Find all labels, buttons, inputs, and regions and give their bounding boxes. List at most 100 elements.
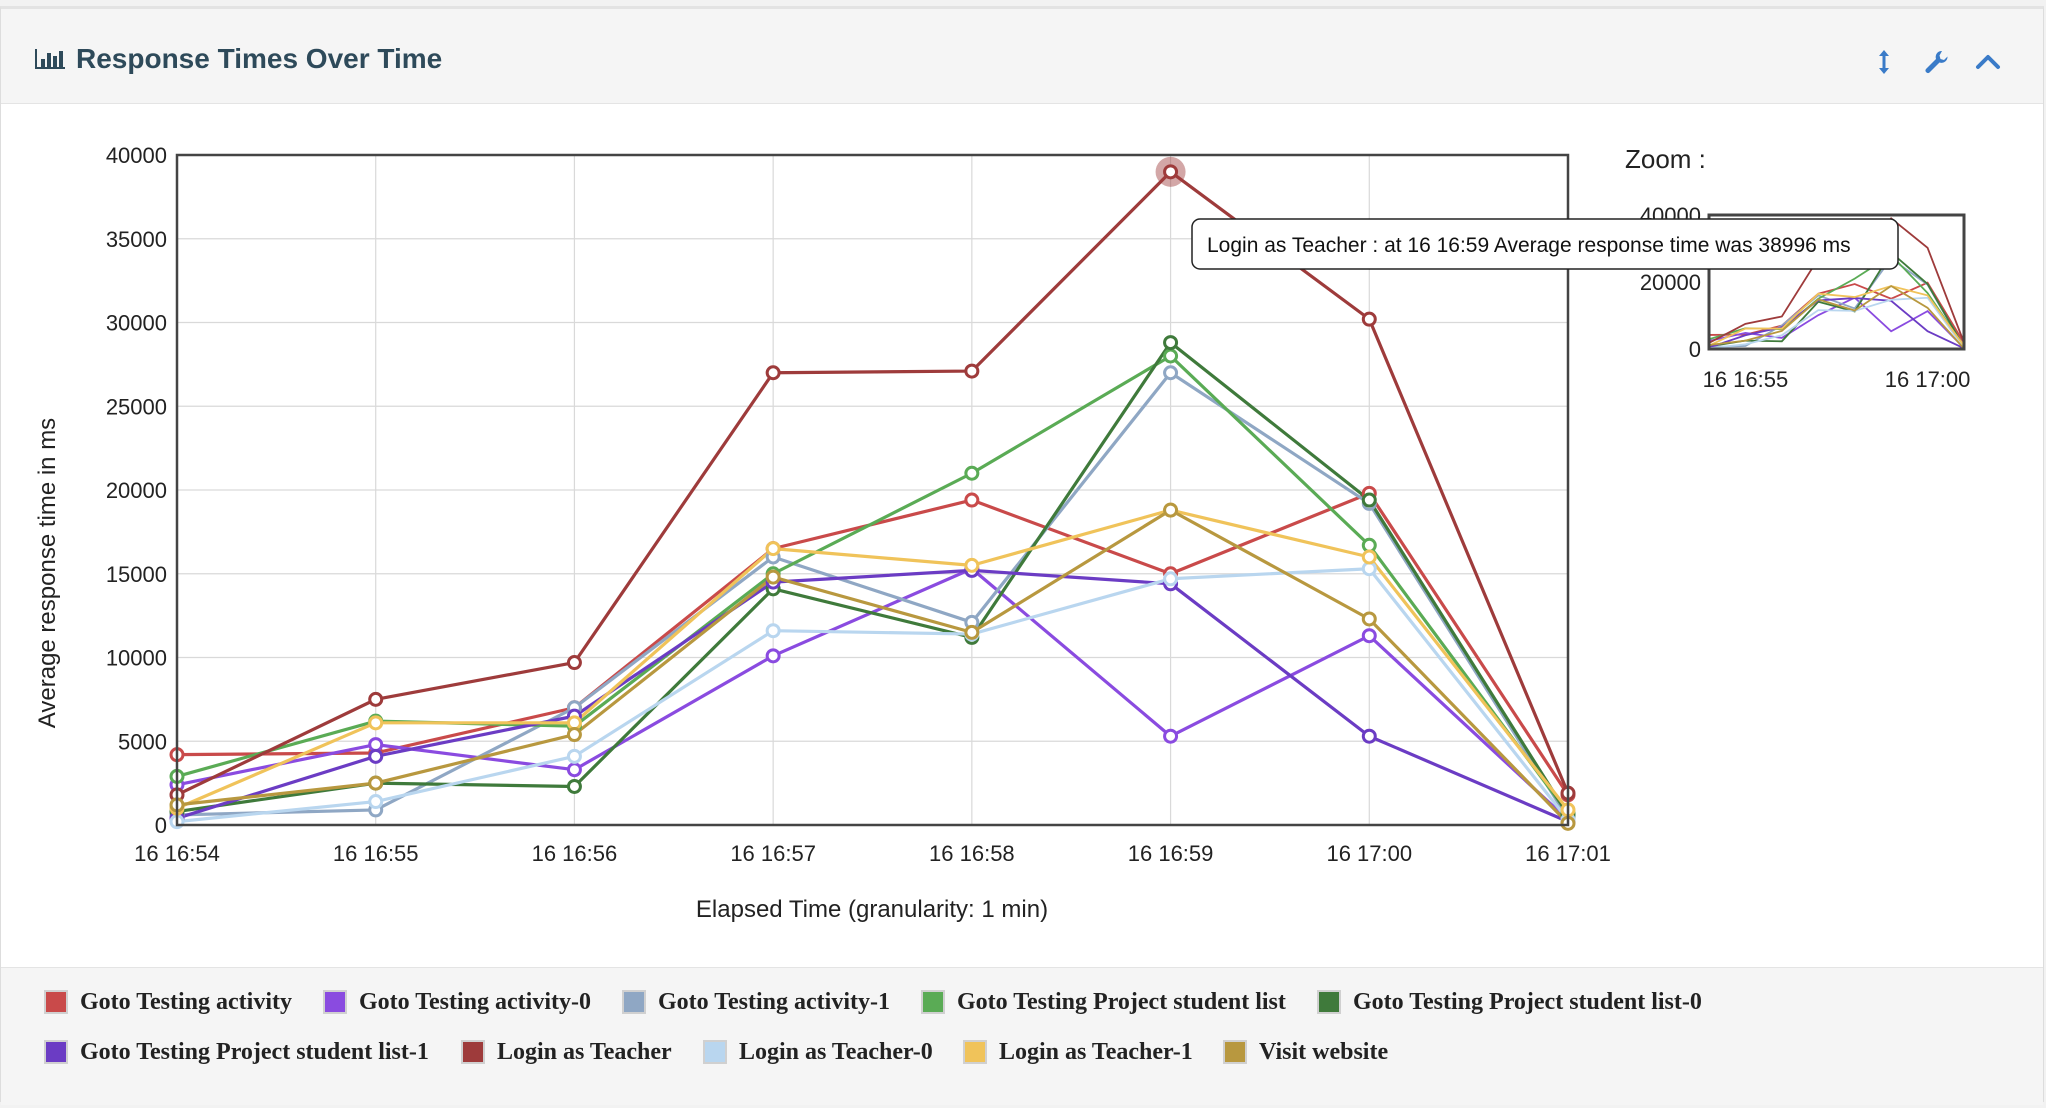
collapse-chevron-icon[interactable] bbox=[1973, 47, 2003, 77]
legend-label: Goto Testing Project student list bbox=[957, 988, 1286, 1015]
legend-item[interactable]: Goto Testing activity bbox=[44, 987, 292, 1017]
y-tick-label: 40000 bbox=[106, 143, 167, 168]
data-point[interactable] bbox=[368, 748, 384, 764]
series-line-0 bbox=[176, 491, 1570, 796]
data-point[interactable] bbox=[765, 569, 781, 585]
data-point[interactable] bbox=[765, 541, 781, 557]
legend-item[interactable]: Login as Teacher-0 bbox=[703, 1037, 933, 1067]
bar-chart-icon bbox=[35, 49, 65, 69]
legend-label: Goto Testing activity bbox=[80, 988, 293, 1015]
legend-swatch bbox=[921, 990, 945, 1014]
legend-swatch bbox=[703, 1040, 727, 1064]
legend-label: Goto Testing activity-1 bbox=[658, 988, 890, 1015]
series-line-8 bbox=[176, 508, 1570, 811]
chart-grid bbox=[176, 154, 1569, 826]
series-line-4 bbox=[176, 341, 1570, 816]
series-line-6 bbox=[176, 170, 1570, 797]
data-point[interactable] bbox=[1361, 728, 1377, 744]
legend-item[interactable]: Goto Testing activity-1 bbox=[622, 987, 890, 1017]
data-point[interactable] bbox=[566, 748, 582, 764]
zoom-series-line-7 bbox=[1708, 296, 1965, 350]
legend-swatch bbox=[461, 1040, 485, 1064]
legend-item[interactable]: Login as Teacher-1 bbox=[963, 1037, 1193, 1067]
legend-item[interactable]: Goto Testing Project student list-0 bbox=[1317, 987, 1702, 1017]
data-point[interactable] bbox=[566, 655, 582, 671]
legend-label: Visit website bbox=[1259, 1038, 1389, 1065]
zoom-series-line-8 bbox=[1708, 285, 1965, 347]
data-point[interactable] bbox=[1361, 549, 1377, 565]
series-line-5 bbox=[176, 568, 1569, 824]
legend-swatch bbox=[323, 990, 347, 1014]
data-point[interactable] bbox=[1163, 728, 1179, 744]
data-point[interactable] bbox=[964, 363, 980, 379]
data-point[interactable] bbox=[765, 623, 781, 639]
legend-label: Login as Teacher-0 bbox=[739, 1038, 933, 1065]
zoom-y-tick-label: 0 bbox=[1689, 337, 1701, 362]
y-axis-ticks: 0 5000 10000 15000 20000 25000 30000 35000 40000 bbox=[106, 143, 167, 838]
y-tick-label: 5000 bbox=[118, 729, 167, 754]
series-line-7 bbox=[176, 567, 1570, 824]
data-point[interactable] bbox=[368, 715, 384, 731]
data-point[interactable] bbox=[1361, 492, 1377, 508]
data-point[interactable] bbox=[566, 715, 582, 731]
data-point[interactable] bbox=[368, 691, 384, 707]
series-lines bbox=[176, 170, 1570, 825]
data-point[interactable] bbox=[1163, 335, 1179, 351]
x-tick-label: 16 16:56 bbox=[532, 841, 618, 866]
response-times-panel: Response Times Over Time 0 5000 10000 15000… bbox=[0, 6, 2045, 1105]
chart-legend: Goto Testing activity Goto Testing activi… bbox=[1, 967, 2043, 1105]
zoom-label: Zoom : bbox=[1625, 144, 1706, 174]
legend-item[interactable]: Goto Testing Project student list bbox=[921, 987, 1286, 1017]
legend-swatch bbox=[44, 1040, 68, 1064]
y-tick-label: 20000 bbox=[106, 478, 167, 503]
data-point[interactable] bbox=[1361, 628, 1377, 644]
data-point[interactable] bbox=[765, 648, 781, 664]
response-times-chart: 0 5000 10000 15000 20000 25000 30000 35000 40000… bbox=[34, 143, 1971, 923]
chart-area: 0 5000 10000 15000 20000 25000 30000 35000 40000… bbox=[1, 105, 2045, 965]
data-point[interactable] bbox=[368, 737, 384, 753]
zoom-series-line-4 bbox=[1708, 251, 1965, 348]
data-point[interactable] bbox=[1163, 164, 1179, 180]
data-point[interactable] bbox=[765, 365, 781, 381]
zoom-border bbox=[1707, 213, 1966, 351]
data-point[interactable] bbox=[964, 492, 980, 508]
x-axis-label: Elapsed Time (granularity: 1 min) bbox=[696, 896, 1048, 923]
data-point[interactable] bbox=[1361, 561, 1377, 577]
zoom-x-tick-label: 16 17:00 bbox=[1885, 367, 1971, 392]
x-tick-label: 16 16:54 bbox=[134, 841, 220, 866]
zoom-x-tick-label: 16 16:55 bbox=[1703, 367, 1789, 392]
data-point[interactable] bbox=[566, 778, 582, 794]
x-tick-label: 16 16:55 bbox=[333, 841, 419, 866]
data-point[interactable] bbox=[368, 794, 384, 810]
x-axis-ticks: 16 16:54 16 16:55 16 16:56 16 16:57 16 16:58… bbox=[134, 841, 1611, 866]
data-point[interactable] bbox=[1361, 311, 1377, 327]
zoom-series-line-9 bbox=[1708, 284, 1965, 350]
legend-item[interactable]: Visit website bbox=[1223, 1037, 1388, 1067]
data-point[interactable] bbox=[964, 624, 980, 640]
x-tick-label: 16 17:00 bbox=[1326, 841, 1412, 866]
data-point[interactable] bbox=[1361, 611, 1377, 627]
legend-swatch bbox=[44, 990, 68, 1014]
data-point[interactable] bbox=[566, 762, 582, 778]
legend-swatch bbox=[963, 1040, 987, 1064]
data-point[interactable] bbox=[1361, 537, 1377, 553]
resize-icon[interactable] bbox=[1869, 47, 1899, 77]
legend-item[interactable]: Goto Testing activity-0 bbox=[323, 987, 591, 1017]
x-tick-label: 16 17:01 bbox=[1525, 841, 1611, 866]
data-point[interactable] bbox=[1163, 365, 1179, 381]
data-point[interactable] bbox=[1163, 348, 1179, 364]
y-tick-label: 0 bbox=[155, 813, 167, 838]
legend-item[interactable]: Goto Testing Project student list-1 bbox=[44, 1037, 429, 1067]
data-point[interactable] bbox=[1163, 502, 1179, 518]
zoom-y-tick-label: 20000 bbox=[1640, 270, 1701, 295]
data-point[interactable] bbox=[964, 557, 980, 573]
wrench-icon[interactable] bbox=[1921, 47, 1951, 77]
data-point[interactable] bbox=[566, 727, 582, 743]
data-point[interactable] bbox=[964, 465, 980, 481]
legend-label: Login as Teacher-1 bbox=[999, 1038, 1193, 1065]
legend-swatch bbox=[1223, 1040, 1247, 1064]
data-point[interactable] bbox=[1163, 571, 1179, 587]
legend-label: Goto Testing Project student list-0 bbox=[1353, 988, 1702, 1015]
data-point[interactable] bbox=[368, 775, 384, 791]
legend-item[interactable]: Login as Teacher bbox=[461, 1037, 672, 1067]
